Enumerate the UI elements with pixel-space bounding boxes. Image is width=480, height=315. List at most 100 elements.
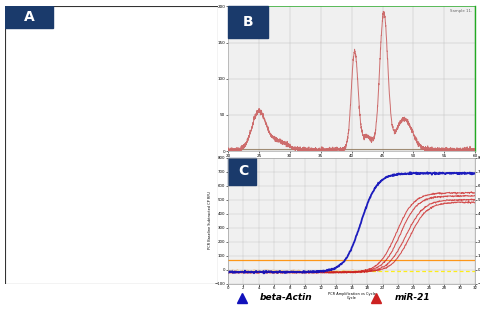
Bar xyxy=(121,239,156,245)
Bar xyxy=(121,43,156,53)
Bar xyxy=(117,116,160,130)
Bar xyxy=(21,100,42,107)
Bar xyxy=(63,209,107,219)
FancyBboxPatch shape xyxy=(10,174,53,178)
Bar xyxy=(21,120,42,125)
Bar xyxy=(10,30,53,38)
Bar xyxy=(10,55,53,69)
Bar xyxy=(181,100,202,107)
FancyBboxPatch shape xyxy=(10,158,53,162)
FancyBboxPatch shape xyxy=(10,122,53,126)
Bar xyxy=(10,59,53,65)
Bar xyxy=(186,213,197,215)
Bar xyxy=(128,30,149,38)
FancyBboxPatch shape xyxy=(117,162,160,166)
Bar xyxy=(68,27,102,41)
FancyBboxPatch shape xyxy=(10,138,53,142)
Bar xyxy=(21,184,42,189)
Bar xyxy=(10,207,53,222)
Bar xyxy=(14,57,48,66)
Bar xyxy=(74,100,96,107)
FancyBboxPatch shape xyxy=(63,154,107,158)
Bar xyxy=(181,59,202,65)
Bar xyxy=(10,178,53,195)
Bar xyxy=(170,55,214,69)
Bar xyxy=(175,211,209,217)
Bar xyxy=(10,23,53,45)
Text: C: C xyxy=(238,164,248,178)
Bar xyxy=(117,55,160,69)
Bar xyxy=(175,118,209,127)
Bar xyxy=(170,112,214,133)
Bar xyxy=(170,120,214,125)
Bar xyxy=(10,133,53,146)
Bar xyxy=(133,185,144,188)
Bar xyxy=(26,138,37,140)
Bar xyxy=(26,185,37,188)
Bar xyxy=(186,185,197,188)
Bar xyxy=(128,137,149,142)
Bar xyxy=(175,183,209,190)
Bar xyxy=(121,98,156,109)
Bar xyxy=(117,100,160,107)
Bar xyxy=(117,51,160,72)
Bar xyxy=(63,51,107,72)
Bar xyxy=(63,100,107,107)
Bar xyxy=(14,98,48,109)
Bar xyxy=(128,184,149,189)
Bar xyxy=(121,211,156,217)
Bar xyxy=(68,98,102,109)
Bar xyxy=(21,137,42,142)
Bar xyxy=(117,44,160,51)
FancyBboxPatch shape xyxy=(170,158,214,162)
Bar xyxy=(63,184,107,189)
FancyBboxPatch shape xyxy=(63,162,107,166)
FancyBboxPatch shape xyxy=(170,110,214,114)
Bar xyxy=(117,95,160,112)
Bar xyxy=(128,44,149,51)
Bar xyxy=(117,137,160,142)
Bar xyxy=(63,133,107,146)
FancyBboxPatch shape xyxy=(170,134,214,138)
Bar xyxy=(117,240,160,244)
Bar xyxy=(170,184,214,189)
FancyBboxPatch shape xyxy=(10,142,53,146)
Bar xyxy=(170,17,214,51)
Bar xyxy=(68,57,102,66)
FancyBboxPatch shape xyxy=(10,114,53,118)
Bar xyxy=(63,234,107,249)
Bar xyxy=(26,102,37,105)
Bar xyxy=(80,241,90,243)
Text: Sample 11.: Sample 11. xyxy=(450,9,473,13)
Bar xyxy=(186,241,197,243)
Bar xyxy=(117,234,160,249)
FancyBboxPatch shape xyxy=(63,114,107,118)
Bar xyxy=(170,137,214,142)
FancyBboxPatch shape xyxy=(10,110,53,114)
Bar xyxy=(133,121,144,124)
FancyBboxPatch shape xyxy=(63,122,107,126)
FancyBboxPatch shape xyxy=(63,150,107,154)
FancyBboxPatch shape xyxy=(117,150,160,154)
Bar xyxy=(63,116,107,130)
Bar xyxy=(170,100,214,107)
Bar xyxy=(117,40,160,56)
FancyBboxPatch shape xyxy=(170,102,214,106)
Bar xyxy=(63,207,107,222)
Bar xyxy=(117,91,160,116)
Bar xyxy=(186,138,197,140)
Bar xyxy=(63,178,107,195)
FancyBboxPatch shape xyxy=(63,158,107,162)
Bar xyxy=(175,43,209,53)
FancyBboxPatch shape xyxy=(117,166,160,170)
FancyBboxPatch shape xyxy=(63,106,107,110)
FancyBboxPatch shape xyxy=(63,138,107,142)
Bar xyxy=(117,35,160,60)
FancyBboxPatch shape xyxy=(117,102,160,106)
FancyBboxPatch shape xyxy=(117,106,160,110)
Bar xyxy=(10,35,53,60)
FancyBboxPatch shape xyxy=(170,138,214,142)
Bar xyxy=(74,137,96,142)
Bar xyxy=(74,120,96,125)
Bar xyxy=(170,178,214,195)
